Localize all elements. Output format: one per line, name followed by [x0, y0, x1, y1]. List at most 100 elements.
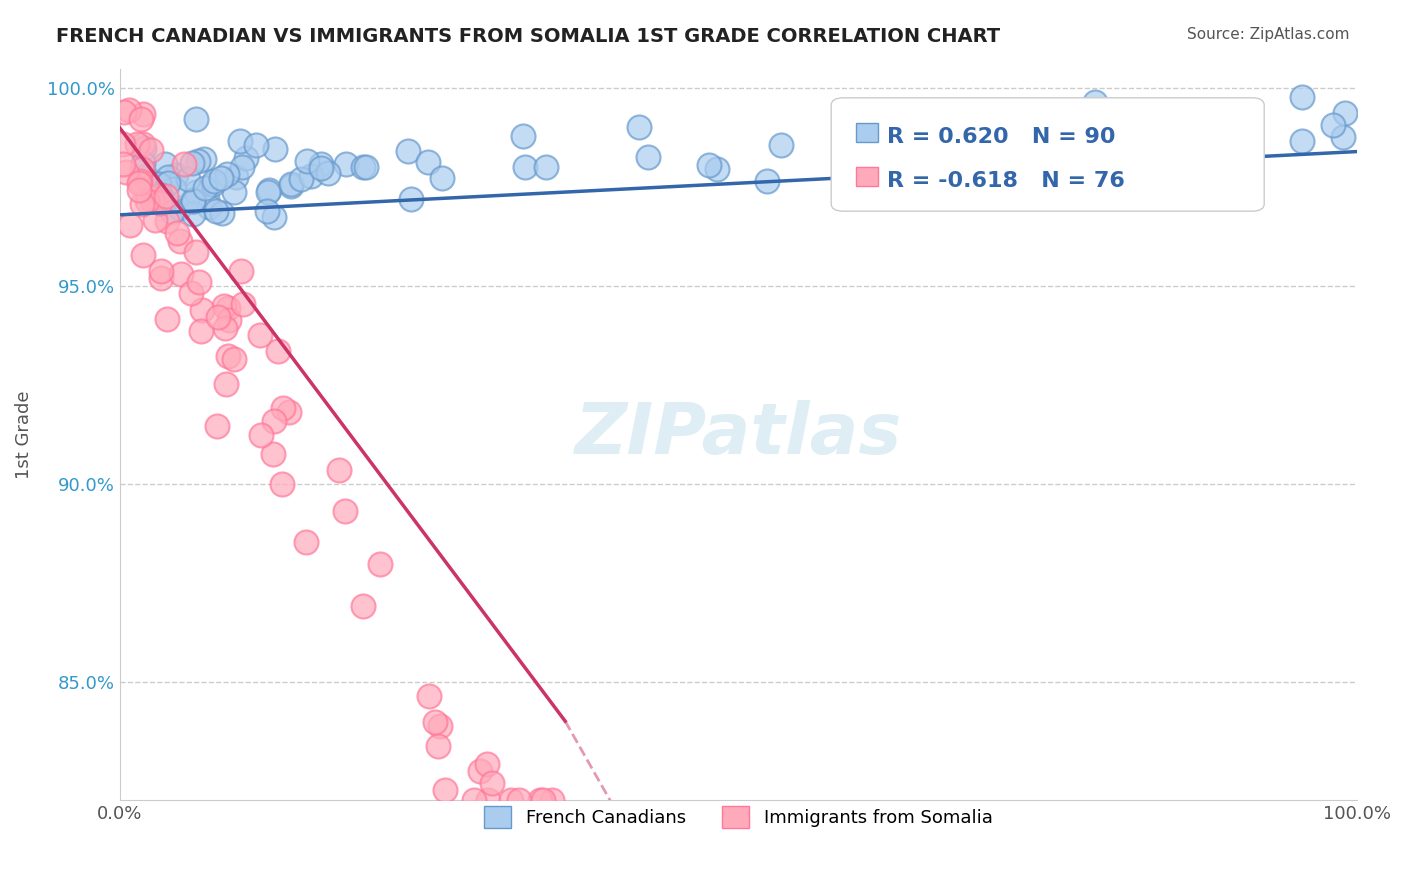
- Point: [1291, 134, 1313, 148]
- Point: [183, 194, 205, 208]
- Point: [112, 104, 135, 119]
- Point: [295, 154, 318, 169]
- Point: [129, 174, 152, 188]
- Point: [231, 160, 253, 174]
- Point: [187, 275, 209, 289]
- Point: [232, 297, 254, 311]
- Text: FRENCH CANADIAN VS IMMIGRANTS FROM SOMALIA 1ST GRADE CORRELATION CHART: FRENCH CANADIAN VS IMMIGRANTS FROM SOMAL…: [56, 27, 1000, 45]
- Point: [195, 192, 218, 206]
- Point: [166, 226, 188, 240]
- Point: [229, 264, 252, 278]
- Point: [211, 205, 233, 219]
- Point: [245, 137, 267, 152]
- Point: [181, 194, 204, 208]
- Point: [135, 169, 157, 183]
- Point: [1056, 132, 1078, 146]
- Point: [190, 324, 212, 338]
- Point: [841, 147, 863, 161]
- Point: [399, 192, 422, 206]
- Point: [132, 155, 155, 169]
- Point: [156, 176, 179, 190]
- Point: [328, 463, 350, 477]
- Point: [396, 144, 419, 158]
- Point: [176, 171, 198, 186]
- Point: [475, 757, 498, 772]
- Point: [257, 186, 280, 200]
- Point: [908, 158, 931, 172]
- Point: [207, 418, 229, 433]
- Point: [1043, 127, 1066, 141]
- FancyBboxPatch shape: [856, 168, 879, 186]
- Point: [270, 476, 292, 491]
- Point: [153, 194, 176, 209]
- Point: [229, 134, 252, 148]
- Point: [131, 161, 153, 176]
- Point: [756, 174, 779, 188]
- Point: [267, 344, 290, 359]
- Point: [1204, 120, 1226, 135]
- Point: [434, 783, 457, 797]
- Point: [263, 414, 285, 428]
- Point: [250, 428, 273, 442]
- Y-axis label: 1st Grade: 1st Grade: [15, 390, 32, 479]
- Point: [430, 171, 453, 186]
- Point: [202, 174, 225, 188]
- Point: [217, 167, 239, 181]
- Point: [295, 535, 318, 549]
- Point: [316, 166, 339, 180]
- Point: [1322, 118, 1344, 132]
- Point: [429, 719, 451, 733]
- Point: [180, 286, 202, 301]
- Point: [132, 107, 155, 121]
- Point: [280, 178, 302, 193]
- Point: [115, 165, 138, 179]
- Point: [218, 313, 240, 327]
- Point: [463, 793, 485, 807]
- Point: [540, 793, 562, 807]
- Point: [1181, 142, 1204, 156]
- Point: [141, 143, 163, 157]
- Point: [368, 557, 391, 571]
- Point: [352, 599, 374, 614]
- Point: [1233, 123, 1256, 137]
- Text: R = -0.618   N = 76: R = -0.618 N = 76: [887, 171, 1125, 191]
- Point: [191, 303, 214, 318]
- Point: [167, 201, 190, 215]
- Point: [418, 690, 440, 704]
- Point: [212, 299, 235, 313]
- Point: [423, 714, 446, 729]
- Point: [222, 351, 245, 366]
- Point: [149, 271, 172, 285]
- Point: [153, 157, 176, 171]
- Point: [111, 136, 134, 151]
- Point: [184, 185, 207, 199]
- Point: [536, 160, 558, 174]
- Point: [165, 168, 187, 182]
- Point: [181, 155, 204, 169]
- Point: [173, 157, 195, 171]
- Point: [1092, 128, 1115, 143]
- Point: [531, 793, 554, 807]
- Point: [149, 263, 172, 277]
- Point: [299, 169, 322, 183]
- Point: [264, 142, 287, 156]
- Point: [1073, 153, 1095, 168]
- Point: [1118, 132, 1140, 146]
- Point: [309, 161, 332, 176]
- Point: [333, 503, 356, 517]
- Point: [143, 212, 166, 227]
- Point: [128, 176, 150, 190]
- Point: [135, 194, 157, 209]
- Point: [163, 181, 186, 195]
- Point: [149, 195, 172, 210]
- Point: [262, 447, 284, 461]
- Point: [1019, 178, 1042, 192]
- Point: [127, 136, 149, 151]
- Point: [697, 158, 720, 172]
- Point: [187, 153, 209, 168]
- Point: [160, 204, 183, 219]
- Point: [335, 157, 357, 171]
- Point: [170, 267, 193, 281]
- Point: [311, 157, 333, 171]
- Point: [508, 793, 530, 807]
